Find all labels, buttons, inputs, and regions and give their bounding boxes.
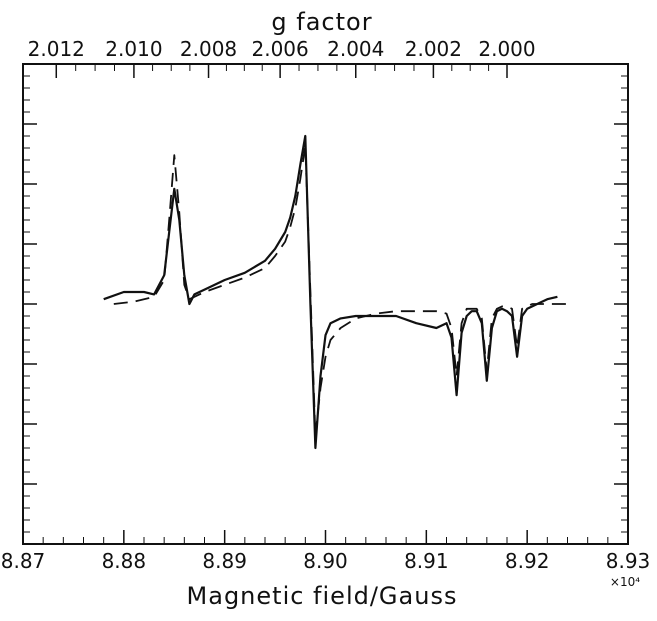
g-tick-label: 2.004: [327, 37, 384, 61]
ticks-layer: 8.87 8.88 8.89 8.90 8.91 8.92 8.93 2.012 2.010 2.…: [1, 37, 651, 573]
g-tick-label: 2.002: [405, 37, 462, 61]
x-tick-label: 8.87: [1, 549, 46, 573]
experimental-spectrum-line: [103, 134, 558, 450]
g-tick-label: 2.008: [180, 37, 237, 61]
x-tick-label: 8.92: [505, 549, 550, 573]
top-axis-title: g factor: [271, 8, 372, 36]
x-tick-label: 8.90: [303, 549, 348, 573]
x-axis-title: Magnetic field/Gauss: [187, 582, 458, 610]
x-tick-label: 8.89: [202, 549, 247, 573]
x-tick-label: 8.91: [404, 549, 449, 573]
g-tick-label: 2.000: [478, 37, 535, 61]
g-tick-label: 2.010: [105, 37, 162, 61]
series-layer: [103, 134, 568, 450]
g-tick-label: 2.012: [28, 37, 85, 61]
x-tick-label: 8.93: [606, 549, 651, 573]
g-tick-label: 2.006: [251, 37, 308, 61]
x-tick-label: 8.88: [102, 549, 147, 573]
simulated-spectrum-line: [113, 144, 568, 437]
x-axis-multiplier: ×10⁴: [610, 575, 640, 589]
